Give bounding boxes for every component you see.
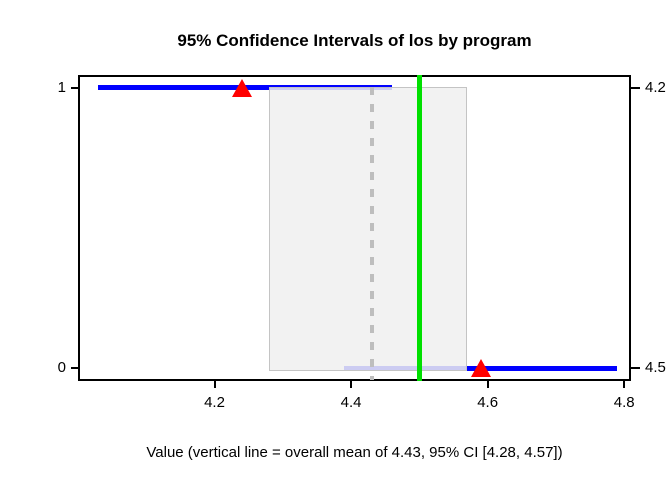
- right-tick: [631, 367, 640, 370]
- right-axis-label: 4.2: [645, 78, 666, 96]
- y-tick: [71, 367, 78, 370]
- x-tick-label: 4.4: [340, 394, 362, 411]
- right-tick: [631, 86, 640, 89]
- mean-triangle: [470, 359, 491, 378]
- right-axis-label: 4.5: [645, 359, 666, 377]
- x-tick-label: 4.6: [477, 394, 499, 411]
- y-tick-label: 0: [57, 359, 66, 377]
- x-tick-label: 4.2: [204, 394, 225, 411]
- x-tick-label: 4.8: [613, 394, 635, 411]
- x-axis-label: Value (vertical line = overall mean of 4…: [146, 444, 563, 461]
- overall-ci-band: [269, 86, 468, 372]
- chart-title: 95% Confidence Intervals of los by progr…: [177, 31, 532, 50]
- x-tick: [213, 381, 216, 388]
- overall-mean-line: [369, 86, 374, 380]
- y-tick: [71, 86, 78, 89]
- plot-box: [78, 75, 631, 381]
- x-tick: [623, 381, 626, 388]
- reference-line: [416, 75, 422, 381]
- y-tick-label: 1: [57, 78, 66, 96]
- x-tick: [486, 381, 489, 388]
- mean-triangle: [231, 78, 252, 97]
- x-tick: [350, 381, 353, 388]
